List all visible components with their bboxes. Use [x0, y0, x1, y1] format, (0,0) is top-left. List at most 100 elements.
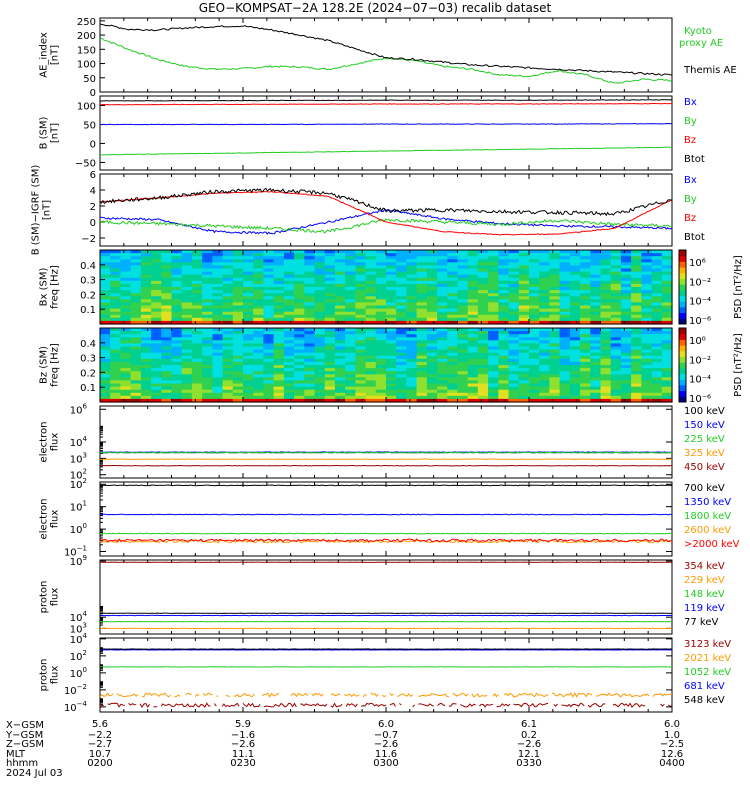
- spectrogram-cell: [396, 283, 407, 288]
- spectrogram-cell: [569, 280, 581, 285]
- spectrogram-cell: [529, 380, 540, 385]
- axis-table-row-label: X−GSM: [6, 720, 44, 731]
- spectrogram-cell: [426, 340, 438, 344]
- spectrogram-cell: [396, 259, 407, 263]
- spectrogram-cell: [140, 337, 152, 341]
- spectrogram-cell: [212, 262, 224, 266]
- spectrogram-cell: [518, 280, 530, 285]
- legend-entry: Btot: [684, 232, 705, 243]
- spectrogram-cell: [222, 317, 234, 322]
- spectrogram-cell: [110, 343, 121, 348]
- spectrogram-cell: [580, 265, 591, 270]
- y-tick-label: 102: [70, 477, 87, 491]
- spectrogram-cell: [416, 262, 428, 266]
- spectrogram-cell: [151, 283, 162, 288]
- spectrogram-cell: [477, 355, 489, 360]
- spectrogram-cell: [110, 296, 121, 300]
- spectrogram-cell: [151, 349, 162, 354]
- spectrogram-cell: [375, 377, 387, 381]
- spectrogram-cell: [181, 371, 193, 375]
- spectrogram-cell: [110, 268, 121, 273]
- spectrogram-cell: [508, 358, 520, 363]
- spectrogram-cell: [437, 358, 448, 363]
- spectrogram-cell: [569, 283, 581, 288]
- spectrogram-cell: [386, 334, 397, 338]
- legend-entry: Bz: [684, 213, 696, 224]
- spectrogram-cell: [549, 328, 561, 332]
- spectrogram-cell: [171, 337, 183, 341]
- spectrogram-cell: [222, 365, 234, 369]
- spectrogram-cell: [396, 262, 407, 266]
- spectrogram-cell: [130, 371, 142, 375]
- spectrogram-cell: [202, 256, 213, 260]
- spectrogram-cell: [529, 358, 540, 363]
- spectrogram-cell: [529, 320, 540, 325]
- colorbar-cell: [679, 312, 686, 319]
- spectrogram-cell: [580, 398, 591, 403]
- spectrogram-cell: [314, 262, 326, 266]
- axis-table-value: 0300: [373, 758, 398, 769]
- spectrogram-cell: [477, 383, 489, 388]
- spectrogram-cell: [222, 377, 234, 381]
- spectrogram-cell: [529, 395, 540, 400]
- spectrogram-cell: [365, 305, 377, 310]
- spectrogram-cell: [549, 296, 561, 300]
- spectrogram-cell: [151, 377, 162, 381]
- spectrogram-cell: [661, 395, 673, 400]
- axis-table-value: 11.1: [232, 749, 254, 760]
- spectrogram-cell: [396, 290, 407, 294]
- spectrogram-cell: [232, 274, 244, 279]
- spectrogram-cell: [304, 256, 316, 260]
- spectrogram-cell: [539, 314, 550, 319]
- spectrogram-cell: [120, 368, 132, 372]
- y-tick-exponent: 1: [83, 500, 87, 508]
- spectrogram-cell: [559, 392, 571, 397]
- spectrogram-cell: [140, 331, 152, 335]
- spectrogram-cell: [641, 395, 653, 400]
- spectrogram-cell: [631, 280, 642, 285]
- spectrogram-cell: [212, 374, 224, 378]
- spectrogram-cell: [263, 361, 275, 366]
- spectrogram-cell: [651, 377, 663, 381]
- spectrogram-cell: [253, 386, 264, 391]
- spectrogram-cell: [100, 259, 111, 263]
- spectrogram-cell: [467, 328, 479, 332]
- spectrogram-cell: [365, 320, 377, 325]
- spectrogram-cell: [396, 343, 407, 348]
- spectrogram-cell: [447, 349, 459, 354]
- spectrogram-cell: [130, 320, 142, 325]
- spectrogram-cell: [212, 383, 224, 388]
- axis-table-value: −2.5: [660, 739, 684, 750]
- spectrogram-cell: [345, 349, 356, 354]
- spectrogram-cell: [610, 308, 622, 313]
- spectrogram-cell: [580, 259, 591, 263]
- spectrogram-cell: [304, 262, 316, 266]
- spectrogram-cell: [508, 386, 520, 391]
- spectrogram-cell: [508, 274, 520, 279]
- spectrogram-cell: [416, 371, 428, 375]
- spectrogram-cell: [508, 320, 520, 325]
- spectrogram-cell: [457, 259, 469, 263]
- spectrogram-cell: [110, 383, 121, 388]
- spectrogram-cell: [549, 380, 561, 385]
- spectrogram-cell: [529, 311, 540, 316]
- spectrogram-cell: [396, 320, 407, 325]
- spectrogram-cell: [529, 262, 540, 266]
- spectrogram-cell: [498, 290, 510, 294]
- spectrogram-cell: [202, 317, 213, 322]
- spectrogram-cell: [283, 317, 295, 322]
- spectrogram-cell: [314, 383, 326, 388]
- spectrogram-cell: [549, 355, 561, 360]
- spectrogram-cell: [202, 349, 213, 354]
- spectrogram-cell: [600, 311, 612, 316]
- spectrogram-cell: [590, 383, 602, 388]
- spectrogram-cell: [283, 308, 295, 313]
- spectrogram-cell: [549, 334, 561, 338]
- spectrogram-cell: [569, 349, 581, 354]
- spectrogram-cell: [355, 331, 367, 335]
- spectrogram-cell: [191, 392, 203, 397]
- spectrogram-cell: [161, 368, 173, 372]
- spectrogram-cell: [580, 365, 591, 369]
- spectrogram-cell: [569, 271, 581, 276]
- spectrogram-cell: [549, 368, 561, 372]
